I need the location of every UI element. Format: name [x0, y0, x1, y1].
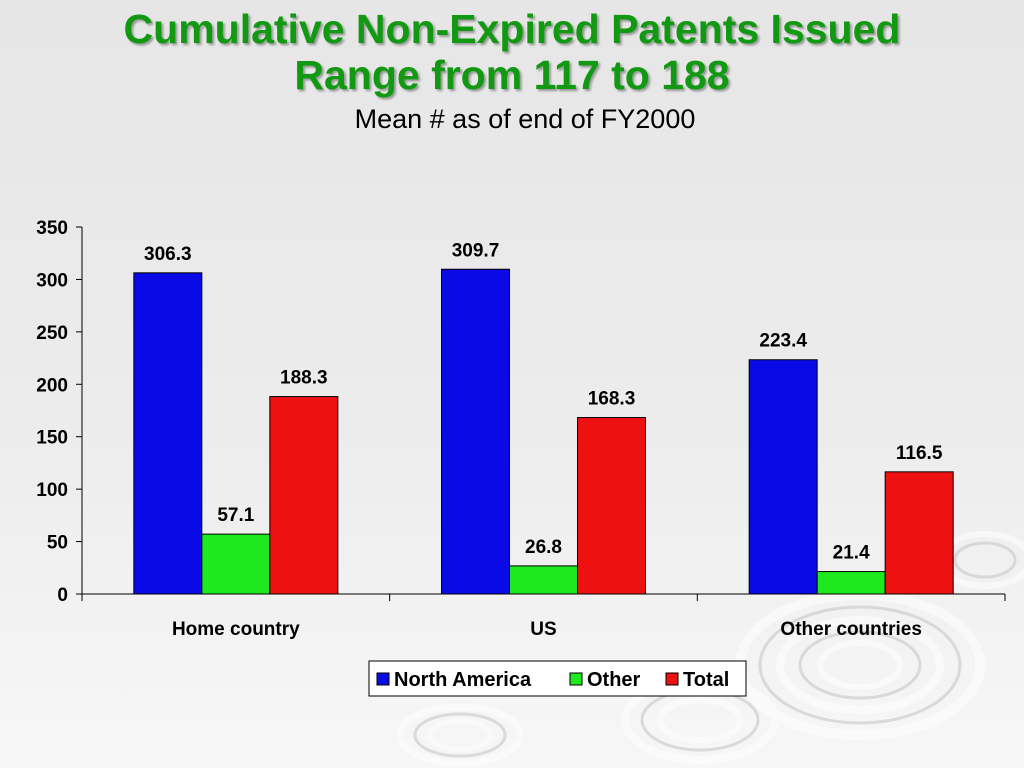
- y-tick-label: 50: [47, 533, 68, 554]
- y-tick-label: 300: [36, 270, 68, 291]
- data-label: 309.7: [452, 240, 500, 261]
- y-tick-label: 250: [36, 323, 68, 344]
- data-label: 116.5: [896, 443, 943, 464]
- category-label: Other countries: [780, 619, 921, 640]
- title-line-2: Range from 117 to 188: [294, 52, 730, 98]
- legend-swatch: [665, 672, 679, 686]
- legend-swatch: [569, 672, 583, 686]
- title-line-1: Cumulative Non-Expired Patents Issued: [123, 6, 901, 52]
- bar-total: [269, 396, 339, 595]
- data-label: 188.3: [280, 368, 328, 389]
- slide-subtitle: Mean # as of end of FY2000: [354, 104, 696, 134]
- data-label: 57.1: [217, 505, 254, 526]
- y-tick-label: 150: [36, 428, 68, 449]
- bar-north-america: [133, 272, 203, 595]
- data-label: 21.4: [833, 543, 870, 564]
- bar-north-america: [441, 268, 510, 595]
- slide-title: Cumulative Non-Expired Patents Issued Ra…: [0, 6, 1024, 98]
- y-tick-label: 350: [36, 218, 68, 239]
- data-label: 168.3: [588, 389, 636, 410]
- bar-total: [577, 417, 646, 595]
- legend-box: [368, 660, 747, 697]
- data-label: 26.8: [525, 537, 562, 558]
- data-label: 223.4: [759, 331, 807, 352]
- legend-label: North America: [394, 669, 532, 691]
- bar-north-america: [748, 359, 818, 595]
- bar-total: [884, 471, 954, 595]
- legend-swatch: [376, 672, 390, 686]
- category-label: US: [530, 619, 556, 640]
- data-label: 306.3: [144, 244, 192, 265]
- y-tick-label: 200: [36, 375, 68, 396]
- legend-label: Other: [587, 669, 641, 691]
- bar-other: [816, 571, 886, 595]
- bar-other: [201, 533, 271, 595]
- category-label: Home country: [172, 619, 300, 640]
- y-tick-label: 100: [36, 480, 68, 501]
- legend-label: Total: [683, 669, 729, 691]
- y-tick-label: 0: [57, 585, 68, 606]
- bar-other: [509, 565, 578, 595]
